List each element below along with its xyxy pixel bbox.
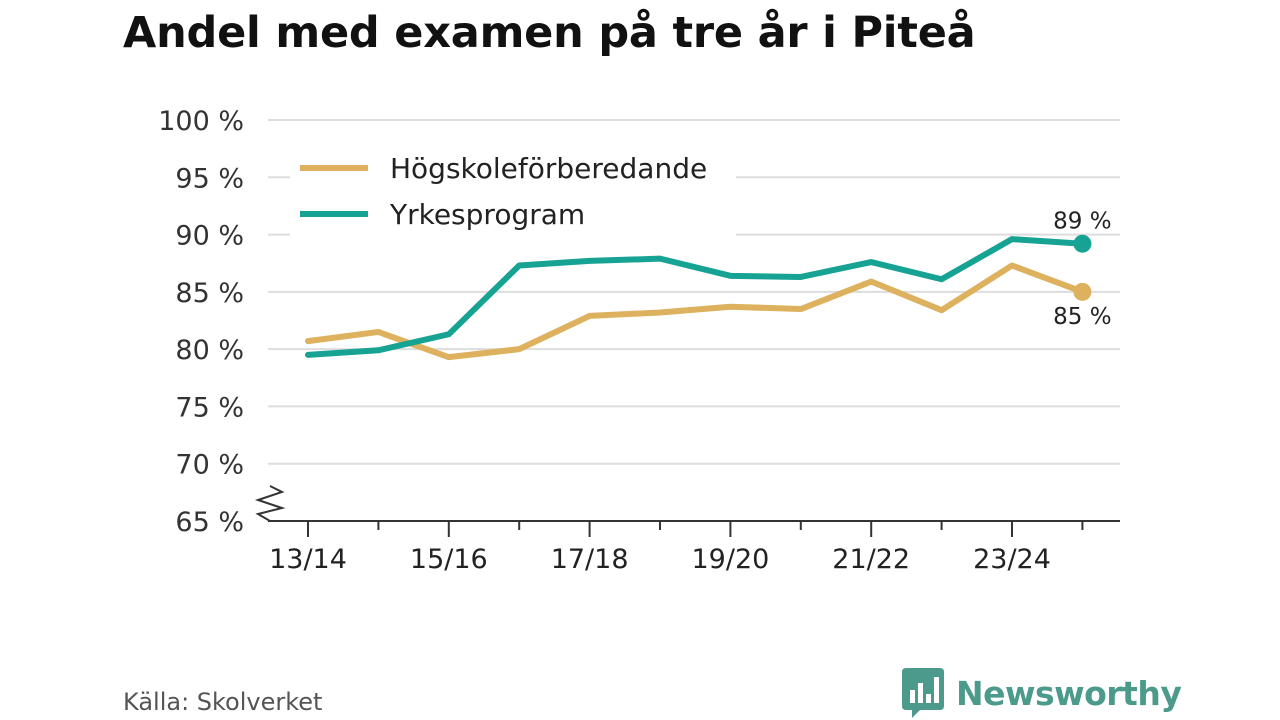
x-tick-label: 13/14 [269,544,347,575]
series-end-label: 89 % [1053,209,1111,235]
bar-chart-badge-icon [902,668,944,718]
x-tick-label: 15/16 [410,544,488,575]
series-lines [305,236,1086,361]
y-axis-tick-labels: 65 % 70 % 75 % 80 % 85 % 90 % 95 % 100 % [158,106,244,538]
series-end-label: 85 % [1053,304,1111,330]
series-line-hogskoleforberedande [305,262,1086,361]
y-tick-label: 65 % [175,507,244,538]
series-end-point [1073,282,1092,301]
legend-label: Högskoleförberedande [390,152,707,185]
series-end-point [1073,234,1092,253]
x-axis: 13/14 15/16 17/18 19/20 21/22 23/24 [254,485,1120,575]
y-tick-label: 85 % [175,278,244,309]
legend-background [290,144,736,236]
brand-name: Newsworthy [956,673,1182,713]
series-line-yrkesprogram [305,236,1086,358]
x-tick-label: 21/22 [832,544,910,575]
y-tick-label: 75 % [175,392,244,423]
brand-logo: Newsworthy [902,668,1182,718]
y-tick-label: 100 % [158,106,244,137]
x-tick-label: 23/24 [973,544,1051,575]
x-tick-label: 19/20 [691,544,769,575]
source-note: Källa: Skolverket [123,688,323,716]
series-end-points: 85 % 89 % [1053,209,1111,330]
y-tick-label: 90 % [175,221,244,252]
legend: Högskoleförberedande Yrkesprogram [290,144,736,236]
y-tick-label: 80 % [175,335,244,366]
y-tick-label: 95 % [175,163,244,194]
y-tick-label: 70 % [175,450,244,481]
x-tick-label: 17/18 [551,544,629,575]
legend-label: Yrkesprogram [389,198,585,231]
chart-title: Andel med examen på tre år i Piteå [123,8,976,58]
axis-break-icon [254,485,286,522]
